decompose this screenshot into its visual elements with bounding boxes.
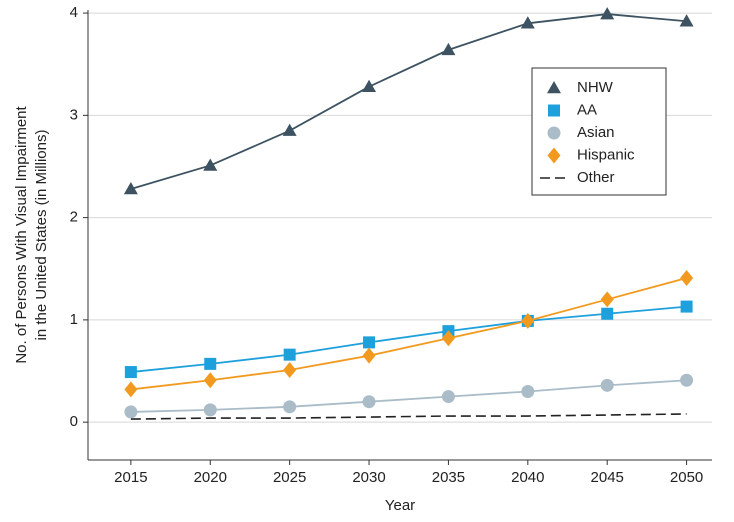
x-axis-label: Year [385,497,415,514]
x-tick-label: 2035 [432,469,465,486]
marker [124,366,137,379]
marker [680,373,694,387]
marker [600,291,614,308]
marker [123,181,138,195]
y-tick-label: 3 [70,106,78,123]
marker [441,390,455,404]
y-axis-label: No. of Persons With Visual Impairment [13,106,30,364]
legend-marker [547,147,561,164]
marker [601,307,614,320]
series-line [130,379,687,413]
legend-label: NHW [577,79,614,96]
x-tick-label: 2050 [670,469,703,486]
marker [124,381,138,398]
x-tick-label: 2030 [352,469,385,486]
series-line [130,277,687,391]
marker [124,405,138,419]
marker [362,79,377,92]
marker [363,336,376,349]
series-line [130,413,687,420]
legend-label: Other [577,169,615,186]
marker [204,357,217,370]
x-tick-label: 2020 [194,469,227,486]
series-line [130,305,687,373]
marker [283,348,296,361]
y-axis-label: in the United States (in Millions) [33,130,50,341]
marker [521,384,535,398]
marker [441,42,456,56]
series-line [130,13,687,190]
marker [282,123,297,136]
y-tick-label: 2 [70,209,78,226]
y-tick-label: 1 [70,311,78,328]
marker [680,300,693,313]
legend-marker [547,81,561,94]
marker [600,378,614,392]
marker [283,400,297,414]
x-tick-label: 2040 [511,469,544,486]
marker [441,330,455,347]
marker [362,347,376,364]
x-tick-label: 2015 [114,469,147,486]
x-tick-label: 2025 [273,469,306,486]
y-tick-label: 4 [70,4,78,21]
legend-label: Asian [577,124,615,141]
marker [283,362,297,378]
marker [520,16,535,29]
marker [600,7,615,20]
marker [679,14,694,27]
legend-marker [548,104,560,117]
marker [362,395,376,409]
marker [203,372,217,389]
legend-label: Hispanic [577,146,635,163]
y-tick-label: 0 [70,413,78,430]
marker [680,269,694,286]
x-tick-label: 2045 [591,469,624,486]
legend-label: AA [577,101,597,118]
marker [203,158,218,171]
marker [203,403,217,417]
legend-marker [547,126,561,140]
marker [521,312,535,329]
